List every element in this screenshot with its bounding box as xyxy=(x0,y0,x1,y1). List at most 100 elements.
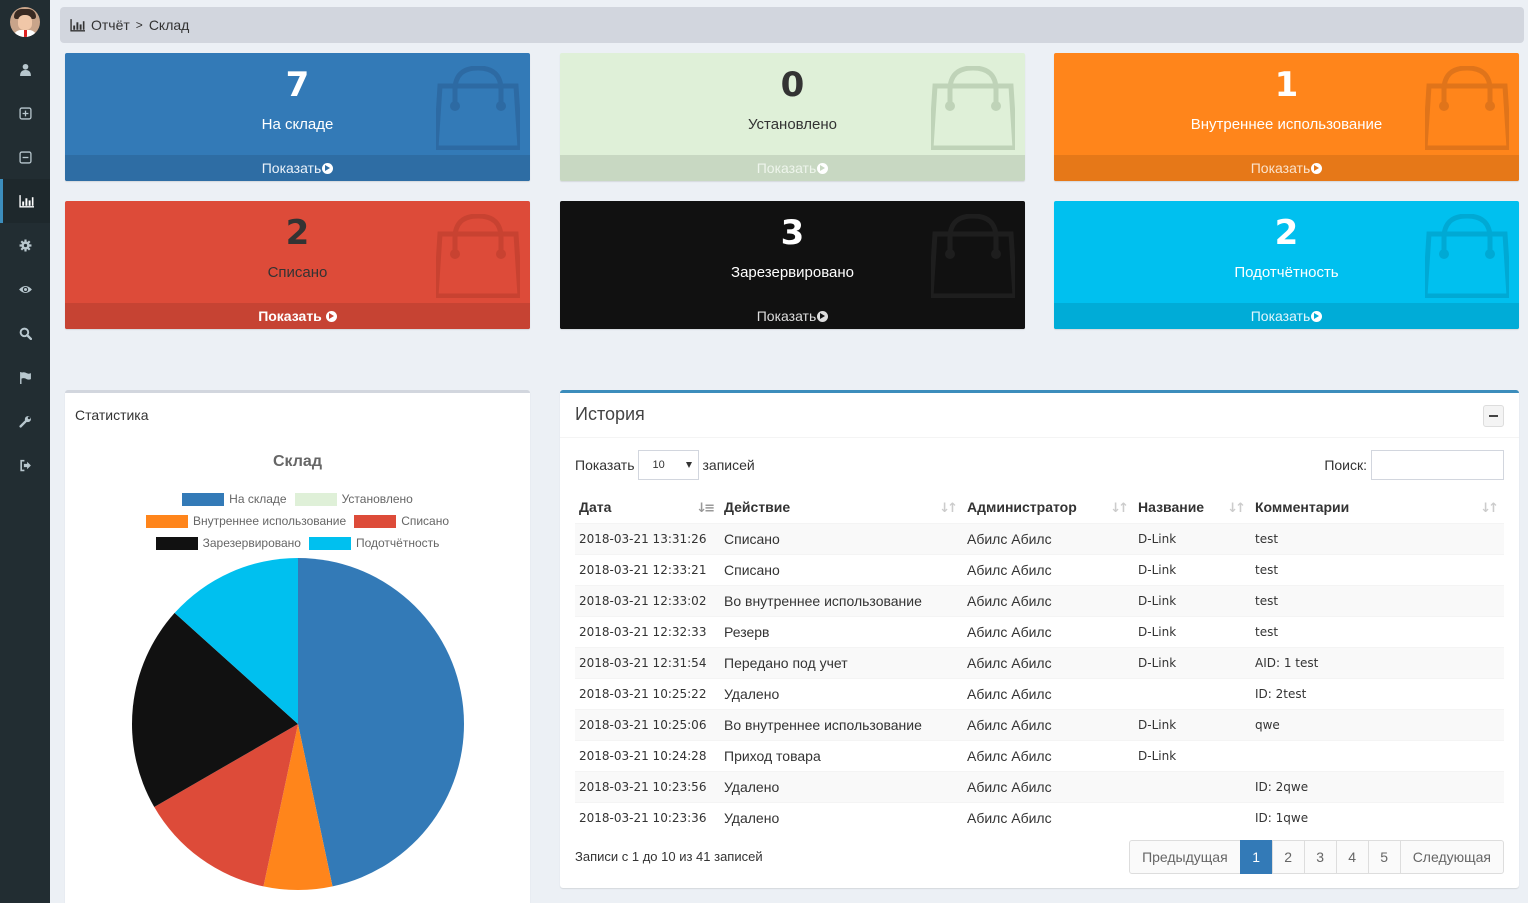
legend-item[interactable]: На складе xyxy=(182,492,287,506)
table-row[interactable]: 2018-03-21 10:25:22 Удалено Абилс Абилс ID:… xyxy=(575,677,1504,709)
pagination-page-3[interactable]: 3 xyxy=(1303,840,1337,874)
stat-card-value: 2 xyxy=(285,213,310,253)
column-header-action[interactable]: Действие ↓↑ xyxy=(720,492,963,524)
pagination-next[interactable]: Следующая xyxy=(1399,840,1504,874)
shopping-bag-icon xyxy=(436,214,520,298)
sort-icon: ↓↑ xyxy=(1480,501,1499,516)
legend-item[interactable]: Зарезервировано xyxy=(155,536,301,550)
stat-card-label: На складе xyxy=(261,116,334,133)
cell-comments xyxy=(1251,739,1504,771)
stat-card-value: 3 xyxy=(780,213,805,253)
cell-comments: AID: 1 test xyxy=(1251,646,1504,678)
search-input[interactable] xyxy=(1371,450,1504,480)
pagination-page-5[interactable]: 5 xyxy=(1367,840,1401,874)
legend-item[interactable]: Подотчётность xyxy=(308,536,439,550)
table-row[interactable]: 2018-03-21 12:32:33 Резерв Абилс Абилс D-Li… xyxy=(575,615,1504,647)
search-label: Поиск: xyxy=(1324,457,1367,473)
legend-item[interactable]: Установлено xyxy=(294,492,413,506)
pagination-previous[interactable]: Предыдущая xyxy=(1129,840,1241,874)
gear-icon xyxy=(19,239,31,251)
stat-card-show-link[interactable]: Показать xyxy=(560,155,1025,181)
table-row[interactable]: 2018-03-21 12:31:54 Передано под учет Абил… xyxy=(575,646,1504,678)
sidebar-item-user[interactable] xyxy=(0,47,50,91)
sidebar-item-add[interactable] xyxy=(0,91,50,135)
column-header-comments[interactable]: Комментарии ↓↑ xyxy=(1251,492,1504,524)
stat-card-label: Списано xyxy=(267,264,328,281)
cell-administrator: Абилс Абилс xyxy=(963,584,1134,616)
cell-date: 2018-03-21 10:24:28 xyxy=(575,739,720,771)
sidebar-item-view[interactable] xyxy=(0,267,50,311)
legend-item[interactable]: Внутреннее использование xyxy=(145,514,347,528)
table-row[interactable]: 2018-03-21 13:31:26 Списано Абилс Абилс D-L… xyxy=(575,522,1504,554)
legend-label: Внутреннее использование xyxy=(192,514,347,528)
cell-action: Передано под учет xyxy=(720,646,963,678)
legend-swatch xyxy=(145,514,188,528)
pie-slice-2[interactable] xyxy=(263,724,333,890)
stat-card-in-stock: 7 На складе Показать xyxy=(65,53,530,181)
stat-card-value: 2 xyxy=(1274,213,1299,253)
column-header-name[interactable]: Название ↓↑ xyxy=(1134,492,1251,524)
sort-icon: ↓↑ xyxy=(1227,501,1246,516)
shopping-bag-icon xyxy=(931,66,1015,150)
cell-comments: ID: 1qwe xyxy=(1251,801,1504,833)
sign-out-icon xyxy=(19,459,31,471)
table-row[interactable]: 2018-03-21 10:25:06 Во внутреннее использ… xyxy=(575,708,1504,740)
sidebar xyxy=(0,0,50,903)
arrow-circle-right-icon xyxy=(325,310,337,322)
minus-icon xyxy=(1489,415,1498,417)
cell-administrator: Абилс Абилс xyxy=(963,646,1134,678)
cell-administrator: Абилс Абилс xyxy=(963,801,1134,833)
sidebar-item-settings[interactable] xyxy=(0,223,50,267)
collapse-button[interactable] xyxy=(1483,405,1504,427)
table-row[interactable]: 2018-03-21 10:23:56 Удалено Абилс Абилс ID:… xyxy=(575,770,1504,802)
bar-chart-icon xyxy=(19,194,34,208)
cell-date: 2018-03-21 12:31:54 xyxy=(575,646,720,678)
cell-date: 2018-03-21 10:23:36 xyxy=(575,801,720,833)
pagination-page-2[interactable]: 2 xyxy=(1271,840,1305,874)
page-length-control: Показать 10 записей xyxy=(575,450,755,480)
pagination-page-1[interactable]: 1 xyxy=(1239,840,1273,874)
stat-card-show-link[interactable]: Показать xyxy=(560,303,1025,329)
stat-card-show-link[interactable]: Показать xyxy=(1054,303,1519,329)
sidebar-item-search[interactable] xyxy=(0,311,50,355)
legend-swatch xyxy=(155,536,198,550)
stat-card-show-link[interactable]: Показать xyxy=(1054,155,1519,181)
chart-title: Склад xyxy=(273,453,322,470)
table-info: Записи с 1 до 10 из 41 записей xyxy=(575,849,763,864)
arrow-circle-right-icon xyxy=(322,162,334,174)
cell-comments: qwe xyxy=(1251,708,1504,740)
column-header-date[interactable]: Дата ↓≡ xyxy=(575,492,720,524)
page-length-select[interactable]: 10 xyxy=(637,450,699,480)
cell-administrator: Абилс Абилс xyxy=(963,708,1134,740)
stat-card-show-link[interactable]: Показать xyxy=(65,303,530,329)
pie-slice-3[interactable] xyxy=(154,724,298,887)
statistics-panel: Статистика Склад На складе Установлено Вну… xyxy=(65,390,530,903)
column-header-label: Дата xyxy=(579,499,612,516)
pagination-page-4[interactable]: 4 xyxy=(1335,840,1369,874)
cell-name xyxy=(1134,801,1251,833)
sidebar-item-reports[interactable] xyxy=(0,179,50,223)
pie-slice-5[interactable] xyxy=(174,558,298,724)
stat-card-show-link[interactable]: Показать xyxy=(65,155,530,181)
arrow-circle-right-icon xyxy=(1311,310,1323,322)
table-row[interactable]: 2018-03-21 12:33:02 Во внутреннее использ… xyxy=(575,584,1504,616)
wrench-icon xyxy=(18,415,31,428)
avatar[interactable] xyxy=(10,7,40,37)
bar-chart-icon xyxy=(70,18,85,32)
search-icon xyxy=(19,327,32,340)
column-header-administrator[interactable]: Администратор ↓↑ xyxy=(963,492,1134,524)
sidebar-item-tools[interactable] xyxy=(0,399,50,443)
table-row[interactable]: 2018-03-21 10:24:28 Приход товара Абилс Аб… xyxy=(575,739,1504,771)
sidebar-item-remove[interactable] xyxy=(0,135,50,179)
pie-slice-4[interactable] xyxy=(132,612,298,807)
table-row[interactable]: 2018-03-21 10:23:36 Удалено Абилс Абилс ID:… xyxy=(575,801,1504,833)
legend-item[interactable]: Списано xyxy=(354,514,449,528)
cell-administrator: Абилс Абилс xyxy=(963,615,1134,647)
sidebar-item-flag[interactable] xyxy=(0,355,50,399)
cell-action: Удалено xyxy=(720,677,963,709)
eye-icon xyxy=(18,285,32,293)
table-row[interactable]: 2018-03-21 12:33:21 Списано Абилс Абилс D-L… xyxy=(575,553,1504,585)
breadcrumb-parent[interactable]: Отчёт xyxy=(91,17,130,33)
pie-slice-0[interactable] xyxy=(298,558,464,887)
sidebar-item-logout[interactable] xyxy=(0,443,50,487)
